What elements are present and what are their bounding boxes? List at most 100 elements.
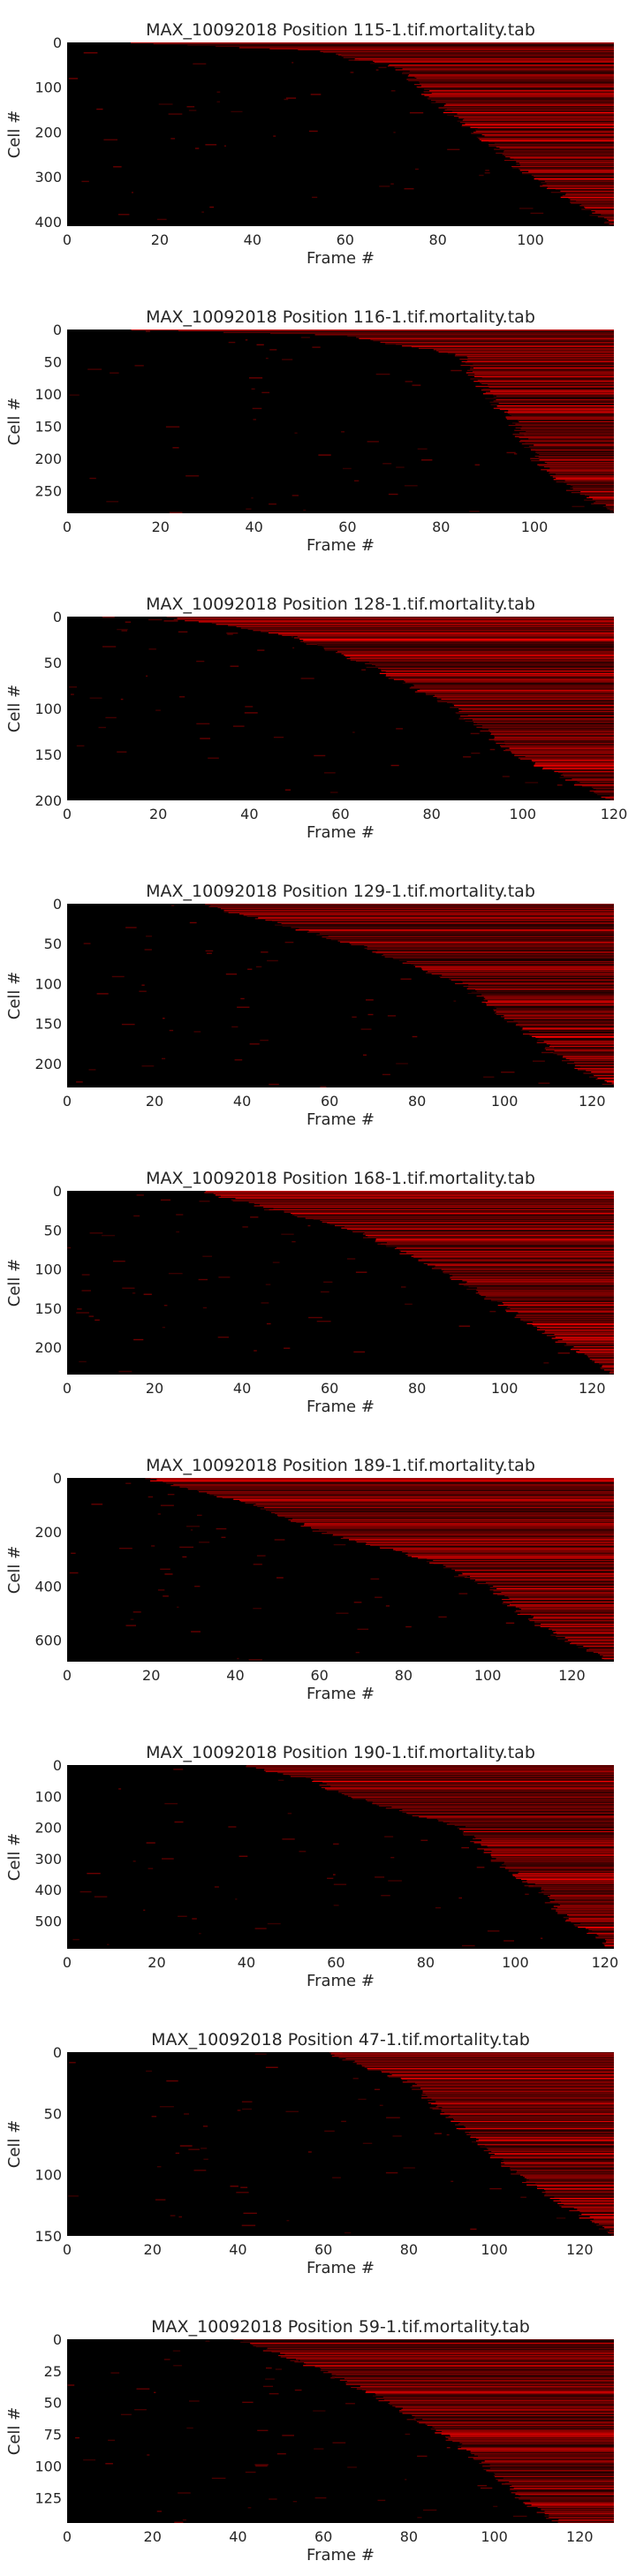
heatmap-row-mark bbox=[298, 49, 614, 50]
heatmap-row-mark bbox=[280, 2356, 614, 2358]
heatmap-row-mark bbox=[530, 2499, 614, 2501]
heatmap-speckle bbox=[363, 1054, 367, 1056]
heatmap-speckle bbox=[155, 709, 161, 711]
heatmap-row-mark bbox=[459, 122, 614, 123]
heatmap-speckle bbox=[409, 112, 424, 114]
heatmap-speckle bbox=[111, 975, 125, 978]
heatmap-speckle bbox=[333, 1883, 347, 1885]
heatmap-row-mark bbox=[447, 352, 614, 354]
chart-title: MAX_10092018 Position 116-1.tif.mortalit… bbox=[146, 307, 535, 327]
heatmap-speckle bbox=[412, 384, 421, 386]
heatmap-row-mark bbox=[509, 2481, 614, 2483]
heatmap-row-mark bbox=[304, 1524, 614, 1526]
heatmap-speckle bbox=[162, 1326, 165, 1329]
heatmap-row-mark bbox=[498, 403, 614, 404]
heatmap-row-mark bbox=[394, 66, 614, 68]
heatmap-row-mark bbox=[524, 2177, 614, 2178]
heatmap-row-mark bbox=[421, 1258, 614, 1260]
heatmap-row-mark bbox=[214, 1495, 614, 1496]
x-tick-label: 40 bbox=[229, 2241, 246, 2258]
heatmap-speckle bbox=[178, 2492, 191, 2494]
heatmap-speckle bbox=[132, 1860, 136, 1862]
heatmap-row-mark bbox=[477, 1583, 614, 1585]
heatmap-row-mark bbox=[570, 1348, 614, 1351]
heatmap-row-mark bbox=[511, 2492, 614, 2494]
heatmap-row-mark bbox=[418, 87, 614, 89]
heatmap-row-mark bbox=[470, 2451, 614, 2453]
heatmap-row-mark bbox=[291, 1520, 614, 1522]
heatmap-row-mark bbox=[518, 2495, 614, 2496]
heatmap-row-mark bbox=[346, 658, 614, 660]
x-tick-label: 100 bbox=[502, 1954, 529, 1971]
x-tick-label: 60 bbox=[314, 2241, 332, 2258]
heatmap-row-mark bbox=[483, 1849, 614, 1851]
heatmap-row-mark bbox=[579, 1066, 614, 1068]
heatmap-row-mark bbox=[488, 145, 614, 147]
heatmap-row-mark bbox=[351, 2387, 614, 2388]
heatmap-row-mark bbox=[541, 2192, 614, 2193]
heatmap-panel: MAX_10092018 Position 190-1.tif.mortalit… bbox=[5, 1743, 618, 1990]
heatmap-row-mark bbox=[555, 1341, 614, 1343]
heatmap-row-mark bbox=[450, 1278, 614, 1280]
x-tick-label: 80 bbox=[422, 806, 440, 822]
heatmap-speckle bbox=[341, 2120, 346, 2123]
heatmap-row-mark bbox=[496, 1013, 614, 1015]
heatmap-row-mark bbox=[254, 918, 614, 920]
heatmap-row-mark bbox=[519, 1871, 614, 1873]
heatmap-row-mark bbox=[481, 1001, 614, 1003]
heatmap-speckle bbox=[121, 1023, 135, 1026]
heatmap-row-mark bbox=[523, 2176, 614, 2177]
heatmap-row-mark bbox=[186, 1488, 614, 1489]
heatmap-row-mark bbox=[584, 1353, 614, 1355]
heatmap-speckle bbox=[520, 2196, 526, 2198]
heatmap-row-mark bbox=[218, 1196, 614, 1198]
heatmap-row-mark bbox=[511, 1600, 614, 1602]
heatmap-row-mark bbox=[552, 476, 614, 478]
heatmap-row-mark bbox=[462, 1832, 614, 1834]
x-tick-label: 20 bbox=[151, 231, 169, 248]
heatmap-row-mark bbox=[606, 218, 614, 220]
heatmap-speckle bbox=[269, 1083, 279, 1086]
heatmap-speckle bbox=[176, 1214, 184, 1216]
heatmap-row-mark bbox=[364, 945, 614, 947]
heatmap-speckle bbox=[242, 1226, 248, 1228]
heatmap-row-mark bbox=[436, 700, 614, 701]
heatmap-row-mark bbox=[594, 1360, 614, 1362]
x-tick-label: 60 bbox=[338, 519, 356, 535]
heatmap-row-mark bbox=[211, 622, 614, 625]
x-tick-label: 20 bbox=[144, 2241, 162, 2258]
heatmap-row-mark bbox=[603, 1659, 614, 1660]
heatmap-speckle bbox=[168, 1272, 183, 1275]
heatmap-speckle bbox=[243, 2212, 257, 2215]
heatmap-row-mark bbox=[367, 1800, 614, 1802]
heatmap-speckle bbox=[88, 1315, 95, 1317]
heatmap-row-mark bbox=[485, 391, 614, 393]
y-tick-label: 50 bbox=[44, 936, 62, 952]
heatmap-row-mark bbox=[410, 963, 614, 965]
y-tick-label: 100 bbox=[34, 701, 62, 717]
x-tick-label: 0 bbox=[63, 2241, 72, 2258]
heatmap-row-mark bbox=[457, 1827, 614, 1829]
heatmap-speckle bbox=[141, 1065, 155, 1067]
heatmap-row-mark bbox=[205, 1191, 614, 1192]
heatmap-row-mark bbox=[341, 1227, 614, 1229]
heatmap-row-mark bbox=[235, 1198, 614, 1200]
heatmap-row-mark bbox=[435, 1265, 614, 1267]
heatmap-row-mark bbox=[557, 2521, 614, 2523]
heatmap-speckle bbox=[453, 1000, 457, 1002]
heatmap-row-mark bbox=[402, 345, 614, 347]
heatmap-speckle bbox=[445, 2436, 450, 2437]
heatmap-row-mark bbox=[382, 955, 614, 957]
heatmap-speckle bbox=[125, 1482, 132, 1484]
heatmap-row-mark bbox=[473, 2459, 614, 2460]
heatmap-speckle bbox=[312, 346, 321, 348]
heatmap-speckle bbox=[251, 388, 255, 390]
heatmap-speckle bbox=[284, 98, 289, 101]
heatmap-row-mark bbox=[422, 2092, 614, 2094]
heatmap-row-mark bbox=[509, 1597, 614, 1599]
heatmap-row-mark bbox=[334, 2377, 614, 2378]
heatmap-speckle bbox=[136, 2388, 150, 2390]
heatmap-row-mark bbox=[402, 2407, 614, 2409]
heatmap-row-mark bbox=[460, 365, 614, 366]
heatmap-row-mark bbox=[481, 383, 614, 384]
